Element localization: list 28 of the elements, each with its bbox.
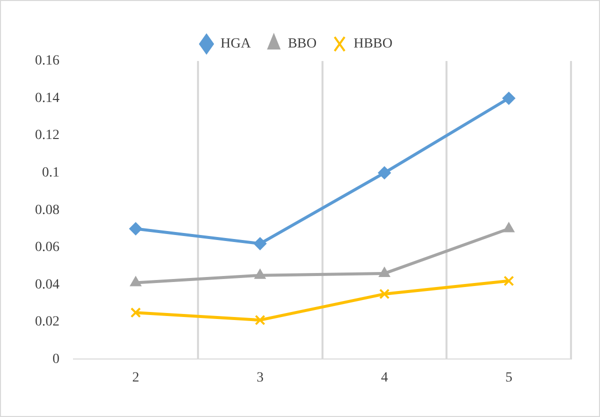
x-tick-label: 2 xyxy=(132,370,140,386)
point xyxy=(503,222,515,232)
point xyxy=(129,222,142,236)
y-tick-label: 0.04 xyxy=(35,277,60,292)
point xyxy=(130,276,142,286)
y-tick-label: 0.1 xyxy=(42,165,60,180)
legend-label: BBO xyxy=(288,36,317,52)
point xyxy=(502,92,516,105)
point xyxy=(378,266,390,277)
y-tick-label: 0.06 xyxy=(35,240,60,256)
x-tick-label: 5 xyxy=(505,370,512,386)
y-tick-label: 0.12 xyxy=(35,128,60,144)
legend-label: HBBO xyxy=(354,36,393,52)
point xyxy=(130,307,141,318)
point xyxy=(504,276,514,286)
y-tick-label: 0.16 xyxy=(35,54,60,69)
point xyxy=(254,237,267,250)
legend-label: HGA xyxy=(220,36,252,52)
point xyxy=(254,314,266,326)
y-tick-label: 0.08 xyxy=(35,202,60,218)
x-tick-label: 4 xyxy=(380,370,388,386)
y-tick-label: 0.14 xyxy=(35,90,60,106)
point xyxy=(378,166,391,180)
point xyxy=(254,268,266,279)
point xyxy=(379,288,390,300)
y-tick-label: 0 xyxy=(52,352,60,367)
y-tick-label: 0.02 xyxy=(35,314,60,330)
x-tick-label: 3 xyxy=(256,370,264,386)
